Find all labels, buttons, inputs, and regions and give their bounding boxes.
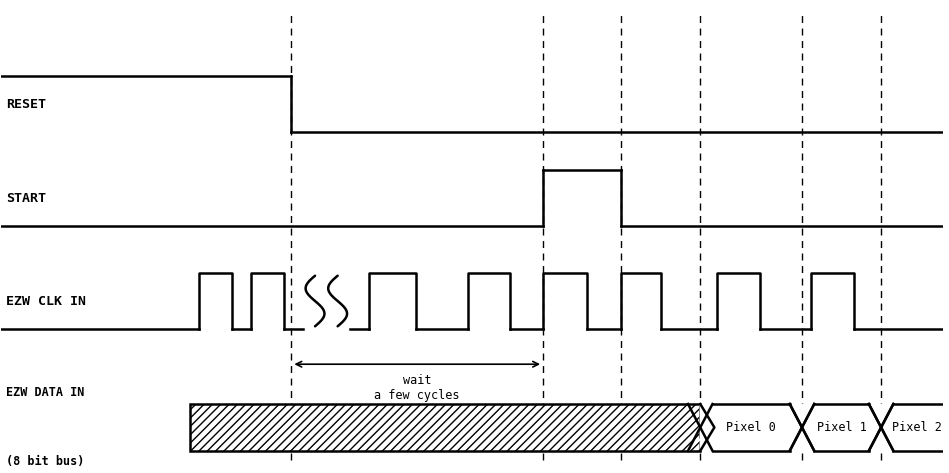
Bar <box>700 404 802 451</box>
Bar <box>190 404 700 451</box>
Text: Pixel 0: Pixel 0 <box>726 421 776 434</box>
Bar <box>802 404 881 451</box>
Text: EZW DATA IN: EZW DATA IN <box>6 386 84 399</box>
Polygon shape <box>700 404 715 451</box>
Text: (8 bit bus): (8 bit bus) <box>6 455 84 468</box>
Text: START: START <box>6 192 47 204</box>
Text: wait
a few cycles: wait a few cycles <box>375 374 460 402</box>
Text: RESET: RESET <box>6 98 47 111</box>
Text: EZW CLK IN: EZW CLK IN <box>6 295 86 307</box>
Text: Pixel 2: Pixel 2 <box>892 421 941 434</box>
Bar <box>881 404 949 451</box>
Polygon shape <box>869 428 949 451</box>
Polygon shape <box>688 428 814 451</box>
Polygon shape <box>790 428 893 451</box>
Bar <box>190 404 700 451</box>
Text: Pixel 1: Pixel 1 <box>816 421 866 434</box>
